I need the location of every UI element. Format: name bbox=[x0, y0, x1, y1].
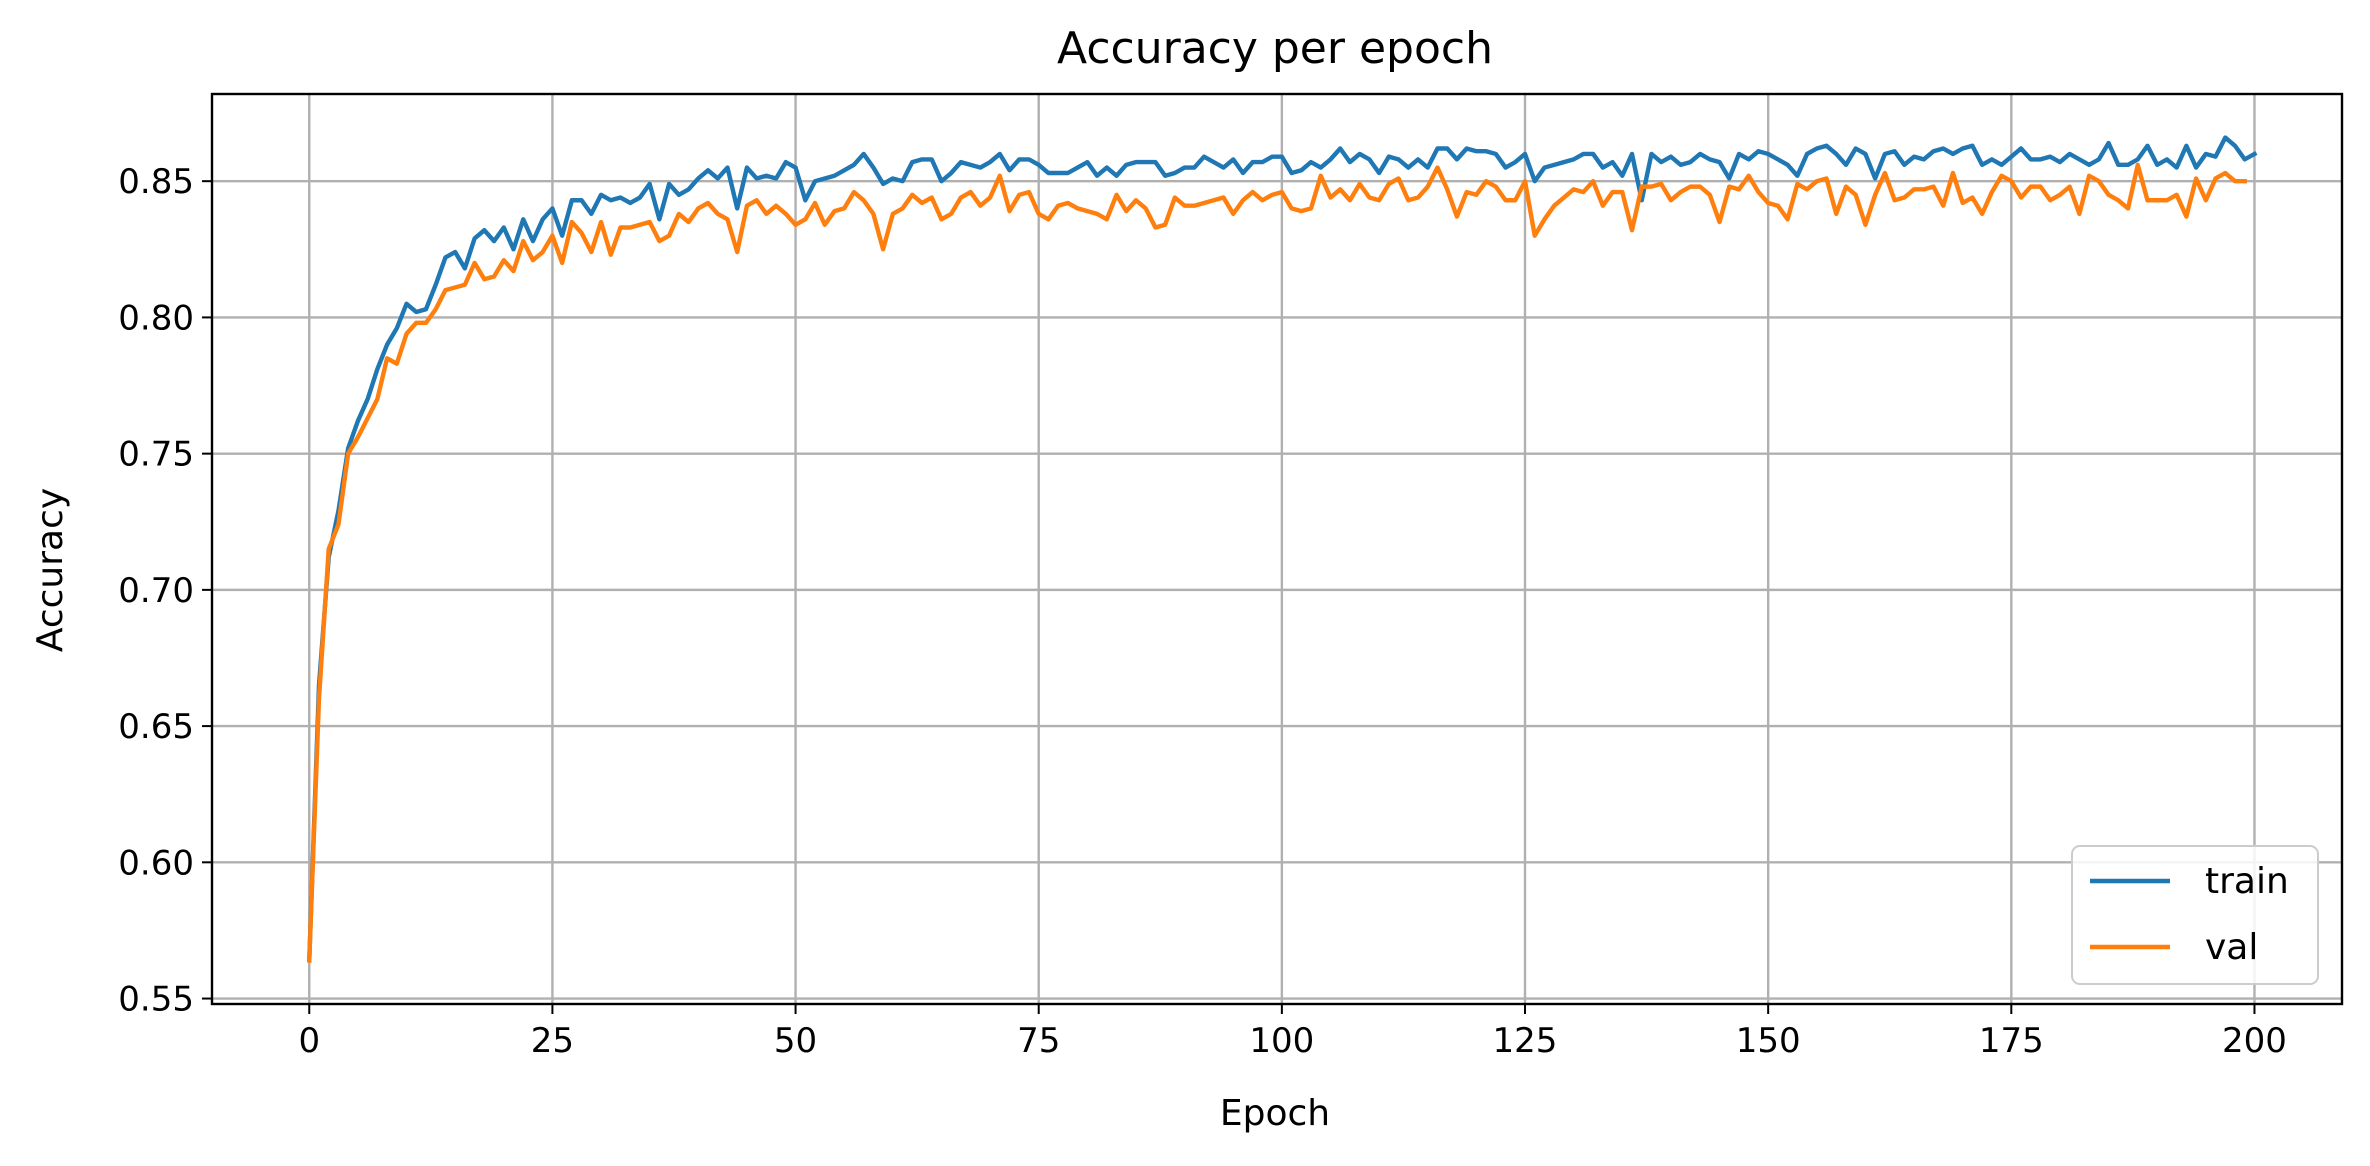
grid bbox=[212, 94, 2342, 1004]
x-tick-label: 125 bbox=[1493, 1021, 1558, 1061]
plot-frame bbox=[210, 92, 2344, 1006]
y-tick-label: 0.60 bbox=[118, 843, 194, 883]
x-tick-label: 0 bbox=[298, 1021, 320, 1061]
legend-val-label: val bbox=[2205, 927, 2258, 968]
x-tick-label: 50 bbox=[774, 1021, 817, 1061]
y-tick-label: 0.75 bbox=[118, 435, 194, 475]
y-axis-title: Accuracy bbox=[30, 488, 71, 652]
x-tick-label: 175 bbox=[1979, 1021, 2044, 1061]
legend: train val bbox=[2071, 845, 2319, 985]
y-tick-label: 0.55 bbox=[118, 980, 194, 1020]
legend-train-label: train bbox=[2205, 861, 2289, 902]
y-tick-label: 0.80 bbox=[118, 298, 194, 338]
y-tick-label: 0.70 bbox=[118, 571, 194, 611]
y-tick-label: 0.85 bbox=[118, 162, 194, 202]
x-tick-label: 25 bbox=[531, 1021, 574, 1061]
chart-title: Accuracy per epoch bbox=[1057, 23, 1493, 74]
x-tick-label: 150 bbox=[1736, 1021, 1801, 1061]
x-axis: 0 25 50 75 100 125 150 175 200 bbox=[298, 1004, 2287, 1061]
x-tick-label: 75 bbox=[1017, 1021, 1060, 1061]
y-tick-label: 0.65 bbox=[118, 707, 194, 747]
x-axis-title: Epoch bbox=[1220, 1093, 1330, 1134]
series-line-train bbox=[306, 135, 2258, 963]
x-tick-label: 100 bbox=[1249, 1021, 1314, 1061]
x-tick-label: 200 bbox=[2222, 1021, 2287, 1061]
series-line-val bbox=[306, 162, 2247, 963]
plot-area bbox=[210, 92, 2344, 1006]
y-axis: 0.55 0.60 0.65 0.70 0.75 0.80 0.85 bbox=[118, 162, 212, 1020]
series-lines bbox=[306, 135, 2258, 963]
